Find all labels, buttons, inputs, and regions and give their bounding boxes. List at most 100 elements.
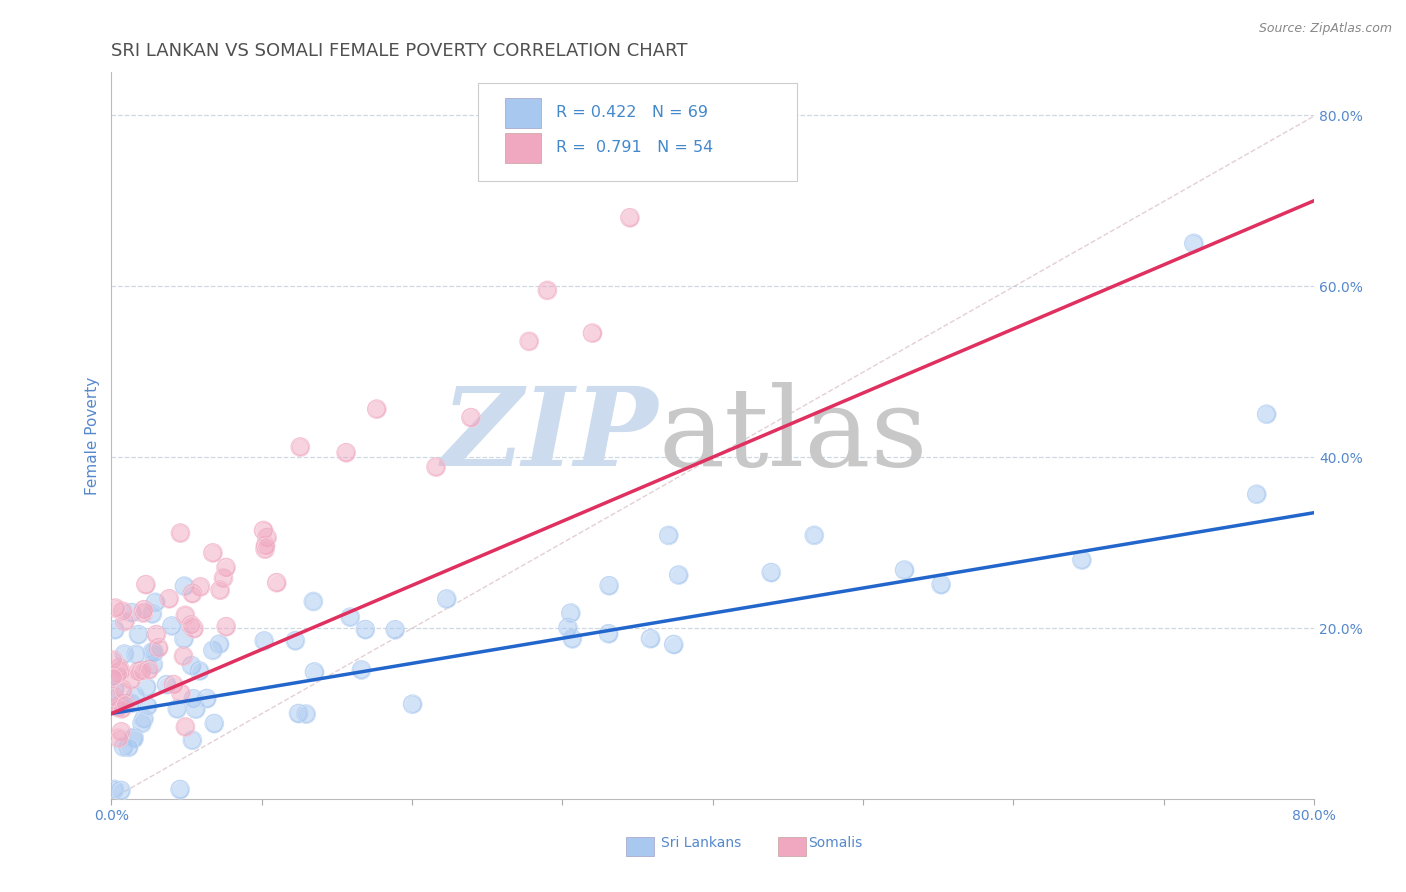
Point bbox=[252, 524, 274, 538]
Point bbox=[202, 716, 225, 731]
Point bbox=[104, 682, 127, 697]
Point bbox=[536, 284, 558, 298]
Point bbox=[145, 595, 167, 609]
Point bbox=[166, 702, 188, 716]
Point bbox=[160, 619, 183, 633]
Point bbox=[183, 622, 205, 636]
Point bbox=[598, 579, 620, 593]
Point bbox=[110, 783, 132, 797]
Point bbox=[215, 560, 238, 574]
Point bbox=[107, 700, 129, 714]
Point bbox=[125, 689, 148, 703]
Point bbox=[517, 334, 540, 349]
Point bbox=[598, 626, 620, 640]
Point bbox=[169, 526, 191, 541]
Point bbox=[155, 678, 177, 692]
Point bbox=[893, 563, 915, 577]
Point bbox=[169, 526, 191, 541]
Point bbox=[143, 646, 166, 660]
Point bbox=[172, 649, 194, 664]
Point bbox=[256, 531, 278, 545]
Point bbox=[354, 623, 377, 637]
Point bbox=[640, 632, 662, 646]
Point bbox=[121, 606, 143, 620]
Point bbox=[266, 575, 288, 590]
Point bbox=[112, 647, 135, 661]
Point bbox=[209, 583, 232, 598]
Point bbox=[215, 620, 238, 634]
Point bbox=[354, 623, 377, 637]
Point bbox=[266, 575, 288, 590]
Point bbox=[174, 720, 197, 734]
Point bbox=[111, 604, 134, 618]
Point bbox=[145, 627, 167, 641]
Point bbox=[103, 782, 125, 797]
Point bbox=[132, 603, 155, 617]
Point bbox=[284, 633, 307, 648]
Point bbox=[436, 591, 458, 606]
Point bbox=[304, 665, 326, 679]
Point bbox=[302, 594, 325, 608]
Point bbox=[581, 326, 603, 340]
Y-axis label: Female Poverty: Female Poverty bbox=[86, 376, 100, 495]
Point bbox=[561, 632, 583, 646]
Point bbox=[101, 653, 124, 667]
Point bbox=[284, 633, 307, 648]
Point bbox=[212, 571, 235, 585]
Point bbox=[304, 665, 326, 679]
Text: ZIP: ZIP bbox=[441, 382, 658, 490]
Point bbox=[425, 460, 447, 475]
Point bbox=[254, 539, 277, 553]
Point bbox=[110, 783, 132, 797]
Point bbox=[141, 607, 163, 621]
Point bbox=[114, 697, 136, 711]
Point bbox=[125, 648, 148, 662]
Point bbox=[127, 665, 149, 679]
Point bbox=[117, 740, 139, 755]
Point bbox=[125, 689, 148, 703]
Point bbox=[212, 571, 235, 585]
FancyBboxPatch shape bbox=[478, 83, 797, 181]
Point bbox=[295, 707, 318, 722]
Point bbox=[1246, 487, 1268, 501]
Point bbox=[114, 615, 136, 629]
Point bbox=[132, 606, 155, 620]
Point bbox=[581, 326, 603, 340]
Point bbox=[803, 528, 825, 542]
Point bbox=[290, 440, 312, 454]
Point bbox=[128, 627, 150, 641]
Point bbox=[803, 528, 825, 542]
Point bbox=[1246, 487, 1268, 501]
Point bbox=[120, 673, 142, 687]
Point bbox=[107, 666, 129, 681]
Point bbox=[557, 621, 579, 635]
Point bbox=[125, 648, 148, 662]
Point bbox=[108, 731, 131, 746]
Point bbox=[160, 619, 183, 633]
Point bbox=[138, 663, 160, 677]
Point bbox=[209, 583, 232, 598]
Point bbox=[120, 673, 142, 687]
Point bbox=[120, 697, 142, 711]
Point bbox=[107, 666, 129, 681]
Point bbox=[143, 646, 166, 660]
Point bbox=[174, 608, 197, 623]
Point bbox=[127, 665, 149, 679]
Text: SRI LANKAN VS SOMALI FEMALE POVERTY CORRELATION CHART: SRI LANKAN VS SOMALI FEMALE POVERTY CORR… bbox=[111, 42, 688, 60]
Point bbox=[619, 211, 641, 225]
Point bbox=[658, 528, 681, 542]
Point bbox=[640, 632, 662, 646]
Point bbox=[339, 610, 361, 624]
Point bbox=[110, 724, 132, 739]
Point bbox=[122, 731, 145, 746]
FancyBboxPatch shape bbox=[505, 133, 541, 163]
Point bbox=[120, 697, 142, 711]
Point bbox=[131, 716, 153, 731]
Point bbox=[101, 669, 124, 683]
Point bbox=[181, 733, 204, 747]
Point bbox=[138, 663, 160, 677]
Point bbox=[163, 678, 186, 692]
Point bbox=[136, 699, 159, 714]
Point bbox=[761, 566, 783, 580]
Point bbox=[1182, 236, 1205, 251]
